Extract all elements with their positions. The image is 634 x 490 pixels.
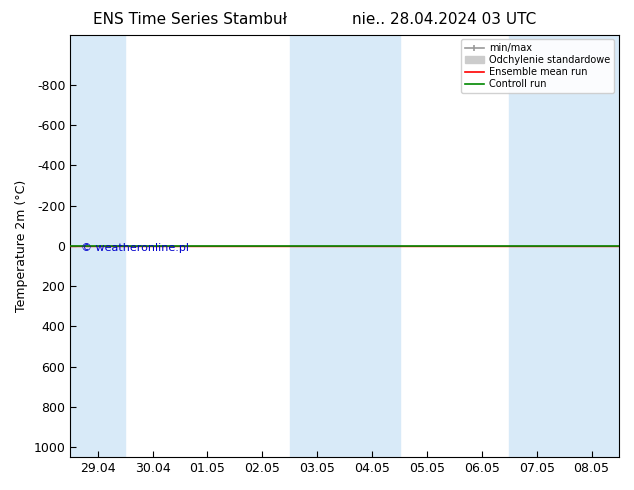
Text: nie.. 28.04.2024 03 UTC: nie.. 28.04.2024 03 UTC xyxy=(352,12,536,27)
Bar xyxy=(290,35,399,457)
Bar xyxy=(70,35,125,457)
Y-axis label: Temperature 2m (°C): Temperature 2m (°C) xyxy=(15,180,28,312)
Legend: min/max, Odchylenie standardowe, Ensemble mean run, Controll run: min/max, Odchylenie standardowe, Ensembl… xyxy=(461,40,614,93)
Text: © weatheronline.pl: © weatheronline.pl xyxy=(81,243,190,253)
Bar xyxy=(509,35,619,457)
Text: ENS Time Series Stambuł: ENS Time Series Stambuł xyxy=(93,12,287,27)
